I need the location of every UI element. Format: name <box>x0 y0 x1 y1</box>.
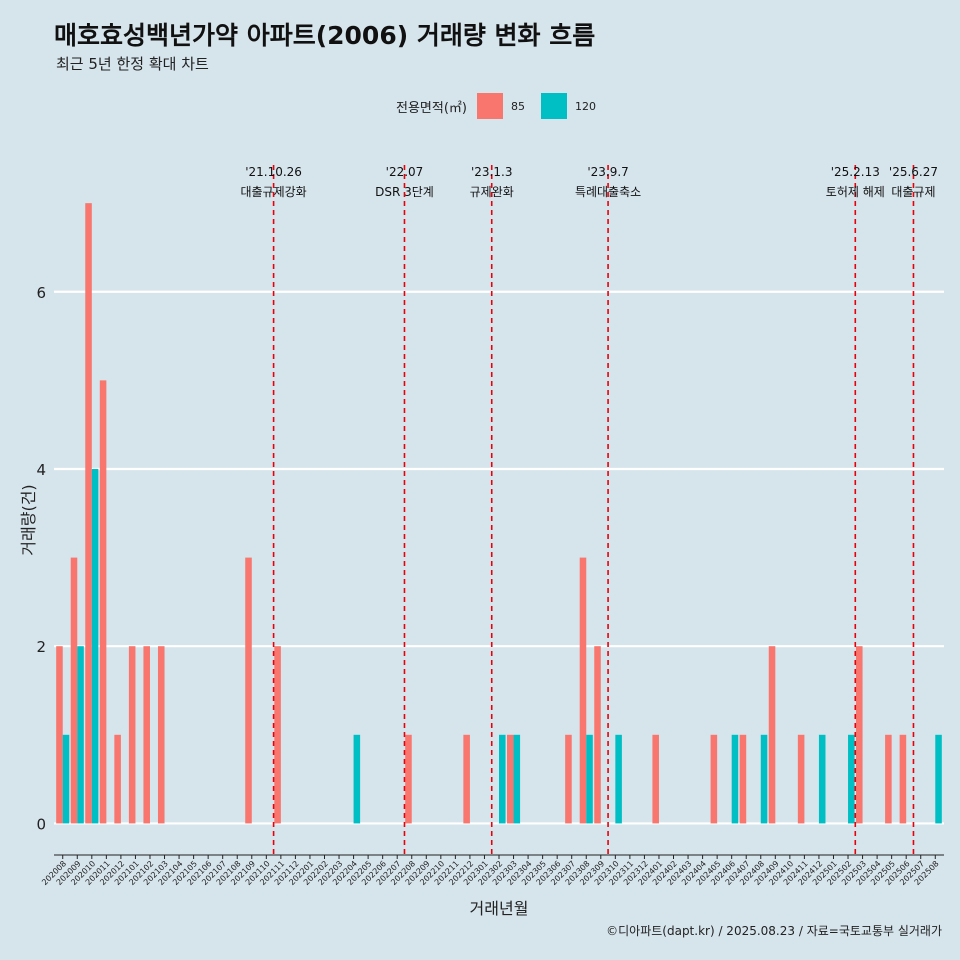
event-label: 특례대출축소 <box>575 185 641 199</box>
bar-85 <box>245 557 252 824</box>
bar-120 <box>513 734 521 824</box>
legend-key-85 <box>476 93 503 119</box>
event-label: DSR 3단계 <box>375 185 434 199</box>
legend-label-85: 85 <box>510 99 525 113</box>
bar-85 <box>143 646 150 824</box>
bar-85 <box>710 734 718 824</box>
legend-key-120 <box>540 93 567 119</box>
x-axis-title: 거래년월 <box>470 899 529 918</box>
y-tick-label: 0 <box>36 815 46 833</box>
event-date: '25.2.13 <box>831 165 880 179</box>
bar-120 <box>848 734 855 824</box>
event-label: 대출규제강화 <box>240 185 306 199</box>
bar-85 <box>506 734 514 824</box>
bar-85 <box>565 734 572 824</box>
bar-120 <box>62 734 70 824</box>
source-caption: ©디아파트(dapt.kr) / 2025.08.23 / 자료=국토교통부 실… <box>606 924 942 938</box>
bar-85 <box>652 734 659 824</box>
bar-85 <box>114 734 121 824</box>
bar-85 <box>739 734 747 824</box>
bar-120 <box>353 734 361 824</box>
legend: 전용면적(㎡) 85 120 <box>396 93 612 119</box>
bar-120 <box>760 734 768 824</box>
bar-85 <box>56 646 63 824</box>
bar-85 <box>157 646 165 824</box>
bar-120 <box>818 734 826 824</box>
bar-85 <box>797 734 805 824</box>
chart-title: 매호효성백년가약 아파트(2006) 거래량 변화 흐름 <box>54 21 596 50</box>
bar-85 <box>99 380 107 824</box>
event-label: 토허제 해제 <box>826 185 885 199</box>
event-date: '23.1.3 <box>471 165 512 179</box>
bar-85 <box>128 646 136 824</box>
bar-120 <box>615 734 622 824</box>
bar-85 <box>768 646 776 824</box>
event-label: 규제완화 <box>470 185 514 199</box>
chart-subtitle: 최근 5년 한정 확대 차트 <box>56 55 209 73</box>
event-date: '23.9.7 <box>587 165 628 179</box>
bar-85 <box>594 646 601 824</box>
bar-85 <box>856 646 863 824</box>
y-tick-label: 2 <box>36 638 46 656</box>
bar-120 <box>77 646 84 824</box>
bar-85 <box>274 646 281 824</box>
bar-85 <box>463 734 470 824</box>
bar-85 <box>70 557 78 824</box>
bar-120 <box>91 468 99 824</box>
bar-120 <box>586 734 593 824</box>
event-date: '22.07 <box>386 165 424 179</box>
bar-85 <box>405 734 412 824</box>
event-date: '21.10.26 <box>245 165 302 179</box>
bar-85 <box>579 557 587 824</box>
bar-120 <box>499 734 506 824</box>
bar-120 <box>731 734 739 824</box>
event-label: 대출규제 <box>891 185 935 199</box>
y-tick-label: 6 <box>36 284 46 302</box>
bar-85 <box>885 734 892 824</box>
bar-85 <box>85 203 92 824</box>
bar-120 <box>935 734 942 824</box>
event-date: '25.6.27 <box>889 165 938 179</box>
y-axis-title: 거래량(건) <box>19 484 38 555</box>
legend-title: 전용면적(㎡) <box>396 100 467 116</box>
bar-85 <box>899 734 907 824</box>
legend-label-120: 120 <box>574 99 596 113</box>
y-tick-label: 4 <box>36 461 46 479</box>
